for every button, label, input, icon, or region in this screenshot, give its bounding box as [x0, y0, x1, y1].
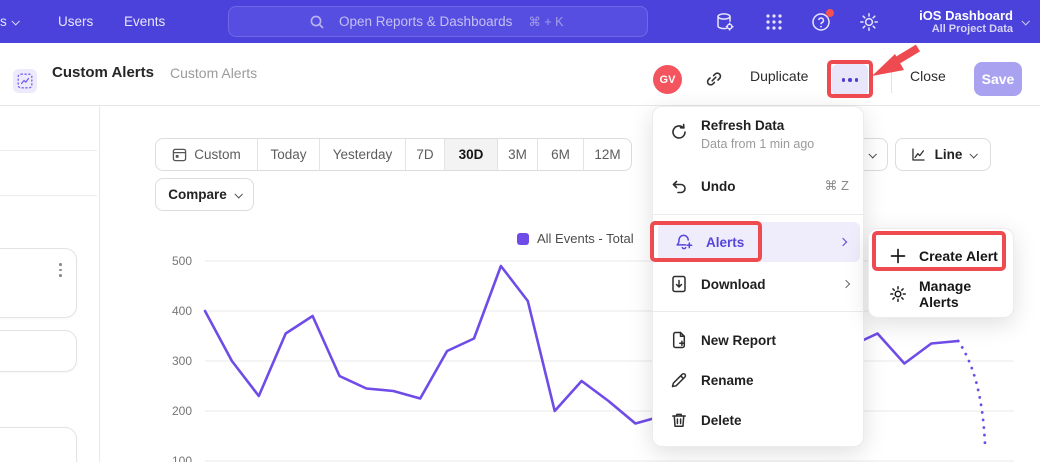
range-30d-selected[interactable]: 30D: [445, 139, 498, 170]
range-yesterday[interactable]: Yesterday: [320, 139, 406, 170]
chart-series-dotted-segment: [958, 341, 985, 446]
project-scope: All Project Data: [919, 23, 1013, 36]
plus-icon: [889, 247, 907, 265]
line-chart-icon: [910, 146, 927, 163]
create-alert-item[interactable]: Create Alert: [869, 237, 1013, 275]
page-title: Custom Alerts: [52, 64, 154, 81]
nav-partial-label: s: [0, 14, 7, 29]
range-custom[interactable]: Custom: [156, 139, 258, 170]
alerts-submenu: Create Alert Manage Alerts: [868, 228, 1014, 318]
project-selector[interactable]: iOS Dashboard All Project Data: [919, 0, 1028, 43]
range-3m[interactable]: 3M: [498, 139, 538, 170]
delete-trash-icon: [669, 410, 689, 430]
breadcrumb: Custom Alerts: [170, 65, 257, 81]
context-menu: Refresh Data Data from 1 min ago Undo ⌘ …: [652, 106, 864, 447]
range-7d[interactable]: 7D: [406, 139, 445, 170]
chart-legend: All Events - Total: [517, 231, 634, 246]
legend-label: All Events - Total: [537, 231, 634, 246]
undo-label: Undo: [701, 179, 736, 194]
menu-item-delete[interactable]: Delete: [653, 400, 863, 440]
refresh-label: Refresh Data: [701, 118, 814, 133]
more-options-button[interactable]: [832, 64, 868, 96]
new-report-label: New Report: [701, 333, 776, 348]
chevron-down-icon: [1021, 17, 1029, 25]
header-divider: [891, 66, 892, 93]
nav-users-label: Users: [58, 14, 93, 29]
notification-dot: [826, 9, 834, 17]
project-name: iOS Dashboard: [919, 8, 1013, 23]
menu-item-download[interactable]: Download: [653, 264, 863, 304]
calendar-icon: [172, 147, 187, 162]
create-alert-label: Create Alert: [919, 248, 998, 264]
undo-shortcut: ⌘ Z: [824, 178, 849, 194]
compare-label: Compare: [168, 187, 227, 202]
compare-button[interactable]: Compare: [155, 178, 254, 211]
chevron-down-icon: [868, 150, 876, 158]
chevron-right-icon: [842, 280, 850, 288]
download-label: Download: [701, 277, 766, 292]
duplicate-button[interactable]: Duplicate: [750, 68, 808, 84]
manage-alerts-label: Manage Alerts: [919, 278, 1013, 310]
download-icon: [669, 274, 689, 294]
delete-label: Delete: [701, 413, 742, 428]
rename-pencil-icon: [669, 370, 689, 390]
manage-alerts-item[interactable]: Manage Alerts: [869, 275, 1013, 313]
nav-item-partial[interactable]: s: [0, 0, 18, 43]
app-window: s Users Events Open Reports & Dashboards…: [0, 0, 1040, 462]
menu-divider: [653, 214, 863, 215]
nav-item-users[interactable]: Users: [58, 0, 93, 43]
nav-events-label: Events: [124, 14, 165, 29]
menu-item-undo[interactable]: Undo ⌘ Z: [653, 166, 863, 206]
gear-icon: [889, 285, 907, 303]
global-search-input[interactable]: Open Reports & Dashboards ⌘ + K: [228, 6, 648, 37]
search-icon: [309, 14, 325, 30]
range-12m[interactable]: 12M: [584, 139, 631, 170]
alerts-label: Alerts: [706, 235, 744, 250]
range-today[interactable]: Today: [258, 139, 320, 170]
menu-divider: [653, 311, 863, 312]
chevron-right-icon: [839, 238, 847, 246]
range-6m[interactable]: 6M: [538, 139, 584, 170]
nav-item-events[interactable]: Events: [124, 0, 165, 43]
share-link-icon[interactable]: [704, 69, 724, 89]
menu-item-rename[interactable]: Rename: [653, 360, 863, 400]
refresh-icon: [669, 122, 689, 142]
alert-bell-plus-icon: [674, 232, 694, 252]
chevron-down-icon: [11, 17, 19, 25]
rename-label: Rename: [701, 373, 754, 388]
refresh-subtitle: Data from 1 min ago: [701, 137, 814, 151]
search-placeholder: Open Reports & Dashboards: [339, 14, 512, 29]
avatar[interactable]: GV: [653, 65, 682, 94]
new-report-icon: [669, 330, 689, 350]
report-icon: [13, 69, 37, 93]
settings-gear-icon[interactable]: [858, 11, 880, 33]
data-management-icon[interactable]: [714, 11, 736, 33]
menu-item-refresh-data[interactable]: Refresh Data Data from 1 min ago: [653, 115, 863, 161]
range-custom-label: Custom: [194, 147, 241, 162]
search-shortcut: ⌘ + K: [528, 14, 563, 29]
top-nav-bar: s Users Events Open Reports & Dashboards…: [0, 0, 1040, 43]
apps-grid-icon[interactable]: [763, 11, 785, 33]
report-header: Custom Alerts Custom Alerts GV Duplicate…: [0, 43, 1040, 106]
save-button[interactable]: Save: [974, 62, 1022, 96]
chevron-down-icon: [970, 150, 978, 158]
chevron-down-icon: [234, 190, 242, 198]
undo-icon: [669, 176, 689, 196]
chart-type-button[interactable]: Line: [895, 138, 991, 171]
legend-swatch: [517, 233, 529, 245]
help-icon[interactable]: [810, 11, 832, 33]
alerts-menu-item[interactable]: Alerts: [658, 222, 860, 262]
menu-item-new-report[interactable]: New Report: [653, 320, 863, 360]
close-button[interactable]: Close: [910, 68, 946, 84]
chart-type-label: Line: [935, 147, 963, 162]
date-range-control: Custom Today Yesterday 7D 30D 3M 6M 12M: [155, 138, 632, 171]
